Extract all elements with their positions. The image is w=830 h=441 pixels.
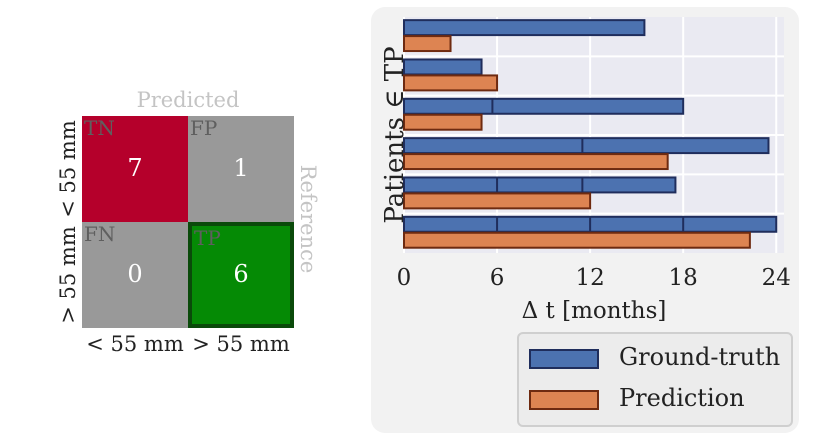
prediction-bar [403, 35, 452, 53]
legend-item-ground-truth: Ground-truth [529, 343, 789, 373]
prediction-bar [403, 192, 592, 210]
legend-swatch-ground-truth [529, 349, 599, 369]
gridlines [403, 17, 784, 253]
cell-tp-value: 6 [233, 260, 249, 288]
x-tick-label: 12 [575, 265, 605, 291]
cell-tn-tag: TN [84, 116, 115, 140]
cell-fn: FN 0 [82, 222, 188, 328]
cell-tn: TN 7 [82, 116, 188, 222]
legend-swatch-prediction [529, 390, 599, 410]
cell-fp-value: 1 [233, 154, 249, 182]
legend: Ground-truth Prediction [517, 332, 793, 427]
ground-truth-bar [403, 137, 770, 155]
x-axis-title: Δ t [months] [521, 298, 667, 324]
y-axis-title: Patients ∈ TP [380, 46, 410, 224]
legend-label-ground-truth: Ground-truth [619, 343, 781, 371]
predicted-label: Predicted [136, 88, 240, 112]
cell-fp-tag: FP [190, 116, 218, 140]
prediction-bar [403, 153, 669, 171]
cell-fn-tag: FN [84, 222, 116, 246]
cell-tp: TP 6 [188, 222, 294, 328]
ground-truth-bar [403, 19, 646, 37]
cell-fp: FP 1 [188, 116, 294, 222]
ground-truth-bar [403, 58, 483, 76]
col-label-lt55: < 55 mm [86, 332, 184, 356]
col-label-gt55: > 55 mm [192, 332, 290, 356]
ground-truth-bar [403, 97, 685, 115]
bars [403, 19, 778, 249]
cell-fn-value: 0 [127, 260, 143, 288]
prediction-bar [403, 113, 483, 131]
prediction-bar [403, 74, 499, 92]
cell-tp-tag: TP [194, 226, 221, 250]
legend-label-prediction: Prediction [619, 384, 745, 412]
cell-tn-value: 7 [127, 154, 143, 182]
x-tick-label: 18 [668, 265, 698, 291]
x-tick-label: 24 [761, 265, 791, 291]
prediction-bar [403, 231, 751, 249]
x-tick-label: 0 [396, 265, 412, 291]
x-tick-label: 6 [489, 265, 505, 291]
legend-item-prediction: Prediction [529, 384, 789, 414]
ground-truth-bar [403, 176, 677, 194]
